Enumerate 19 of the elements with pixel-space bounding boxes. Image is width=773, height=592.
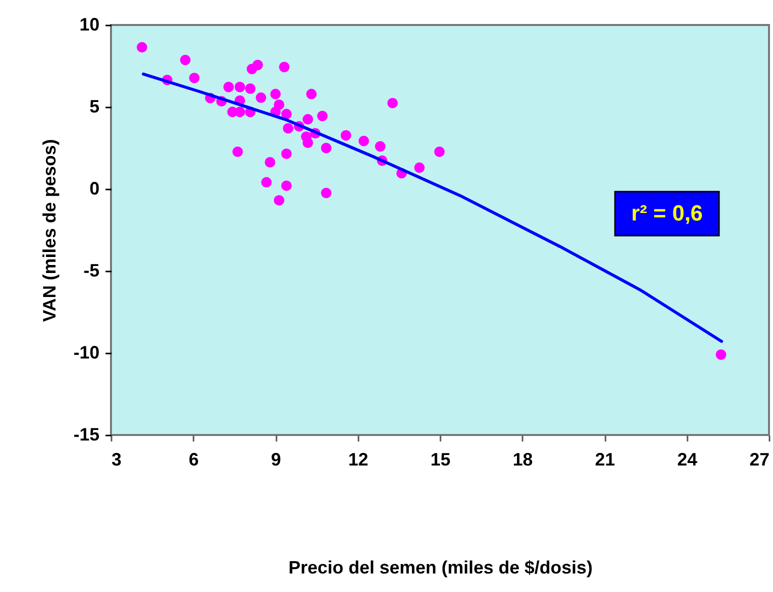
y-tick-label: 0 bbox=[89, 178, 100, 198]
x-tick-label: 18 bbox=[512, 450, 533, 470]
y-tick-label: -10 bbox=[73, 342, 100, 362]
y-axis-title: VAN (miles de pesos) bbox=[39, 139, 60, 322]
x-tick-label: 24 bbox=[677, 450, 698, 470]
y-tick-label: -15 bbox=[73, 424, 100, 444]
x-tick-label: 27 bbox=[749, 450, 770, 470]
x-tick-label: 15 bbox=[430, 450, 451, 470]
x-tick-label: 3 bbox=[112, 450, 122, 470]
x-tick-label: 12 bbox=[348, 450, 368, 470]
x-tick-label: 9 bbox=[270, 450, 282, 470]
line-series bbox=[142, 72, 724, 343]
annotation: r² = 0,6 bbox=[631, 200, 703, 226]
x-tick-label: 21 bbox=[594, 450, 616, 470]
x-axis-title: Precio del semen (miles de $/dosis) bbox=[288, 558, 593, 578]
y-tick-label: 10 bbox=[79, 14, 100, 34]
y-tick-label: -5 bbox=[83, 260, 100, 280]
x-tick-label: 6 bbox=[188, 450, 199, 470]
y-tick-label: 5 bbox=[89, 96, 100, 116]
